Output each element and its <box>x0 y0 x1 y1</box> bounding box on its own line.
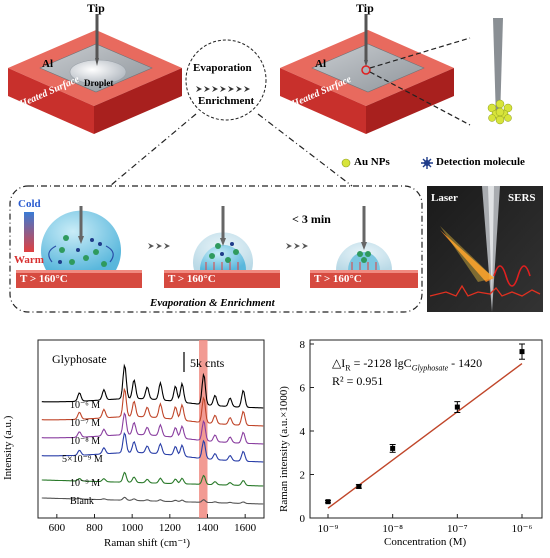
cal-xtick-2: 10⁻⁷ <box>447 523 468 535</box>
cal-xtick-1: 10⁻⁸ <box>382 523 403 535</box>
scale-bar-label: 5k cnts <box>190 356 225 370</box>
highlight-band <box>199 340 208 518</box>
series-label-3: 5×10⁻⁹ M <box>62 454 103 465</box>
spectrum-line-4 <box>41 471 264 487</box>
detection-molecule-label: Detection molecule <box>436 156 525 168</box>
stage-2-droplet <box>164 206 280 288</box>
cal-xtick-0: 10⁻⁹ <box>318 523 339 535</box>
right-tip-label: Tip <box>356 1 374 15</box>
cal-xlabel: Concentration (M) <box>384 536 467 548</box>
connector-left <box>109 113 197 187</box>
detection-molecule-icon <box>421 157 433 169</box>
spectrum-line-2 <box>41 411 264 445</box>
series-label-5: Blank <box>70 496 94 507</box>
evaporation-enrichment-circle <box>185 39 267 121</box>
cal-point-3 <box>454 401 461 414</box>
cold-label: Cold <box>18 198 41 210</box>
spectra-xtick-3: 1200 <box>159 522 182 534</box>
spectrum-line-1 <box>41 387 264 427</box>
au-np-label: Au NPs <box>354 156 390 168</box>
enrichment-label: Enrichment <box>198 95 255 107</box>
spectra-xtick-5: 1600 <box>234 522 257 534</box>
cal-point-1 <box>355 483 362 489</box>
stage-arrows-1 <box>148 243 170 249</box>
temp-label-3: T > 160°C <box>314 273 362 285</box>
au-np-icon <box>341 158 351 168</box>
spectra-xtick-4: 1400 <box>197 522 220 534</box>
spectrum-line-5 <box>41 496 264 505</box>
zoomed-tip <box>487 18 513 125</box>
temp-label-2: T > 160°C <box>168 273 216 285</box>
right-al-label: Al <box>315 58 326 70</box>
spectrum-line-3 <box>41 431 264 463</box>
cold-warm-bar <box>24 212 34 252</box>
cal-ytick-2: 4 <box>300 426 306 438</box>
cal-ylabel: Raman intensity (a.u.×1000) <box>278 386 290 512</box>
stage-3-droplet <box>310 206 418 288</box>
spectra-xtick-2: 1000 <box>121 522 144 534</box>
sers-label: SERS <box>508 192 536 204</box>
spectra-xlabel: Raman shift (cm⁻¹) <box>104 537 191 549</box>
calibration-chart: 0 2 4 6 8 10⁻⁹ 10⁻⁸ 10⁻⁷ 10⁻⁶ <box>300 339 543 535</box>
stage-arrows-2 <box>286 243 308 249</box>
warm-label: Warm <box>14 254 44 266</box>
series-label-1: 10⁻⁷ M <box>70 418 101 429</box>
spectra-chart: 600 800 1000 1200 1400 1600 <box>37 339 265 534</box>
series-label-4: 10⁻⁹ M <box>70 478 101 489</box>
laser-label: Laser <box>431 192 458 204</box>
sers-photo <box>427 186 543 312</box>
spectra-xtick-1: 800 <box>86 522 103 534</box>
stage-1-droplet <box>16 206 142 288</box>
spectrum-line-0 <box>41 363 264 409</box>
right-heated-block <box>280 14 471 134</box>
series-label-0: 10⁻⁶ M <box>70 400 101 411</box>
spectra-ylabel: Intensity (a.u.) <box>2 415 14 480</box>
time-label: < 3 min <box>292 212 331 226</box>
left-heated-block <box>8 14 182 134</box>
cal-ytick-0: 0 <box>300 513 306 525</box>
evaporation-label: Evaporation <box>193 62 252 74</box>
process-box <box>9 185 423 313</box>
fit-equation: △IR = -2128 lgCGlyphosate - 1420 <box>332 356 483 373</box>
droplet-label: Droplet <box>84 78 114 88</box>
cal-ytick-4: 8 <box>300 339 306 351</box>
cal-point-4 <box>519 343 525 360</box>
left-al-label: Al <box>42 58 53 70</box>
cal-point-2 <box>389 443 396 453</box>
left-tip-label: Tip <box>87 1 105 15</box>
cal-point-0 <box>325 499 331 505</box>
r-squared: R² = 0.951 <box>332 374 384 388</box>
cal-xtick-3: 10⁻⁶ <box>512 523 533 535</box>
cal-ytick-1: 2 <box>300 470 306 482</box>
series-label-2: 10⁻⁸ M <box>70 436 101 447</box>
temp-label-1: T > 160°C <box>20 273 68 285</box>
spectra-title: Glyphosate <box>52 352 107 366</box>
spectra-xtick-0: 600 <box>49 522 66 534</box>
cal-ytick-3: 6 <box>300 383 306 395</box>
connector-right <box>257 113 353 187</box>
process-caption: Evaporation & Enrichment <box>150 297 275 309</box>
